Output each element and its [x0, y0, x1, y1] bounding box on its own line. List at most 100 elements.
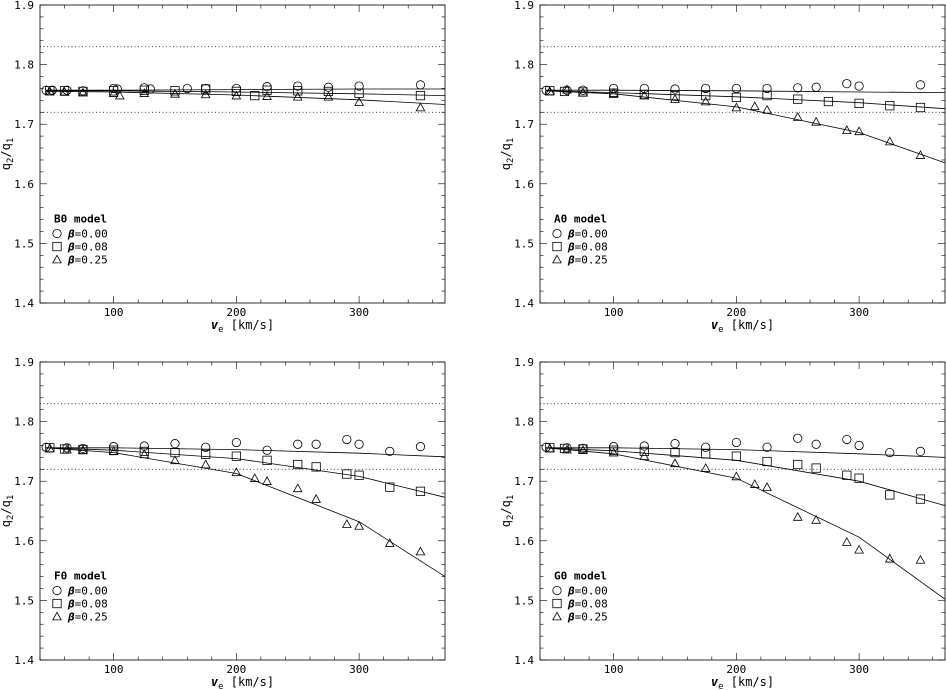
data-point-triangle	[854, 544, 864, 554]
data-point-circle	[182, 83, 192, 94]
data-point-square	[342, 469, 352, 479]
x-tick-label: 300	[349, 306, 369, 319]
data-point-circle	[885, 447, 895, 458]
data-point-square	[854, 473, 864, 483]
legend-marker-circle	[52, 228, 62, 239]
data-point-triangle	[608, 88, 619, 97]
data-point-square	[139, 446, 149, 457]
data-point-triangle	[139, 88, 150, 97]
x-tick-label: 100	[104, 663, 124, 676]
data-point-triangle	[262, 476, 272, 485]
data-point-circle	[311, 439, 321, 449]
data-point-triangle	[78, 445, 88, 454]
legend-marker-circle	[552, 585, 562, 596]
data-point-circle	[415, 442, 426, 452]
chart-panel-3: 100 200 300 1.4 1.5 1.6 1.7 1.8 1.9 F0 model β=0.0…	[0, 356, 446, 690]
data-point-circle	[915, 80, 926, 90]
data-point-triangle	[792, 511, 803, 521]
data-point-square	[262, 455, 272, 465]
data-point-square	[854, 98, 864, 108]
data-point-square	[311, 462, 321, 472]
data-point-triangle	[200, 89, 211, 99]
data-point-triangle	[700, 96, 711, 106]
data-point-triangle	[792, 112, 803, 121]
x-axis-label: ve [km/s]	[211, 318, 274, 335]
data-point-circle	[639, 83, 649, 94]
fit-curve-square	[546, 90, 946, 110]
x-axis-label: ve [km/s]	[711, 318, 774, 335]
x-tick-label: 200	[226, 663, 246, 676]
data-point-circle	[670, 84, 680, 94]
y-tick-label: 1.9	[514, 0, 534, 12]
data-point-triangle	[415, 546, 426, 556]
data-point-square	[323, 86, 334, 97]
y-tick-label: 1.9	[14, 356, 34, 369]
data-point-triangle	[262, 91, 272, 100]
data-point-triangle	[749, 479, 760, 488]
data-point-triangle	[139, 449, 150, 459]
data-point-circle	[293, 439, 303, 449]
data-point-triangle	[249, 473, 260, 482]
data-point-triangle	[231, 90, 242, 100]
y-tick-label: 1.8	[14, 59, 34, 72]
plot-frame	[539, 361, 946, 661]
plot-frame	[39, 361, 446, 661]
data-point-triangle	[854, 126, 864, 136]
data-point-square	[793, 94, 803, 104]
x-axis-label: ve [km/s]	[711, 675, 774, 690]
legend-entry: β=0.25	[67, 611, 108, 624]
y-tick-label: 1.6	[514, 178, 534, 191]
data-point-square	[609, 445, 619, 455]
chart-panel-1: 100 200 300 1.4 1.5 1.6 1.7 1.8 1.9 B0 model β=0.0…	[0, 0, 446, 335]
data-point-triangle	[341, 519, 352, 528]
data-point-triangle	[292, 91, 303, 101]
data-point-square	[885, 490, 895, 500]
chart-title: F0 model	[54, 570, 107, 583]
legend-marker-circle	[52, 585, 62, 596]
data-point-square	[293, 459, 303, 470]
data-point-triangle	[915, 554, 926, 564]
y-axis-label: q2/q1	[0, 495, 16, 528]
legend-entry: β=0.08	[567, 241, 608, 254]
x-tick-label: 200	[726, 306, 746, 319]
data-point-square	[885, 101, 895, 111]
data-point-circle	[342, 434, 352, 445]
legend-marker-triangle	[552, 611, 562, 621]
data-point-triangle	[841, 125, 852, 134]
data-point-circle	[293, 81, 303, 91]
data-point-square	[811, 463, 821, 473]
legend-entry: β=0.00	[67, 585, 108, 598]
y-axis-label: q2/q1	[0, 138, 16, 171]
data-point-triangle	[578, 445, 588, 454]
data-point-triangle	[311, 494, 322, 503]
data-point-triangle	[562, 84, 572, 94]
fit-curve-circle	[546, 89, 946, 93]
data-point-triangle	[170, 88, 180, 98]
legend-entry: β=0.08	[567, 598, 608, 611]
data-point-circle	[731, 437, 741, 448]
y-tick-label: 1.4	[514, 654, 534, 667]
data-point-square	[201, 84, 211, 94]
legend-marker-circle	[552, 228, 562, 239]
data-point-square	[293, 86, 303, 96]
fit-curve-square	[546, 447, 946, 506]
data-point-triangle	[562, 444, 572, 454]
data-point-circle	[170, 439, 180, 449]
data-point-triangle	[700, 463, 711, 472]
chart-title: G0 model	[554, 570, 607, 583]
y-axis-label: q2/q1	[499, 138, 516, 171]
fit-curve-circle	[46, 447, 446, 458]
data-point-circle	[201, 442, 211, 452]
data-point-circle	[793, 433, 803, 443]
data-point-circle	[231, 437, 241, 448]
chart-title: A0 model	[554, 213, 607, 226]
x-tick-label: 100	[604, 306, 624, 319]
legend-entry: β=0.00	[567, 585, 608, 598]
data-point-triangle	[354, 97, 364, 106]
data-point-square	[823, 96, 834, 107]
data-point-square	[842, 470, 852, 480]
fit-curve-circle	[546, 447, 946, 458]
data-point-triangle	[608, 447, 619, 457]
data-point-triangle	[731, 471, 742, 481]
fit-curve-triangle	[546, 90, 946, 164]
